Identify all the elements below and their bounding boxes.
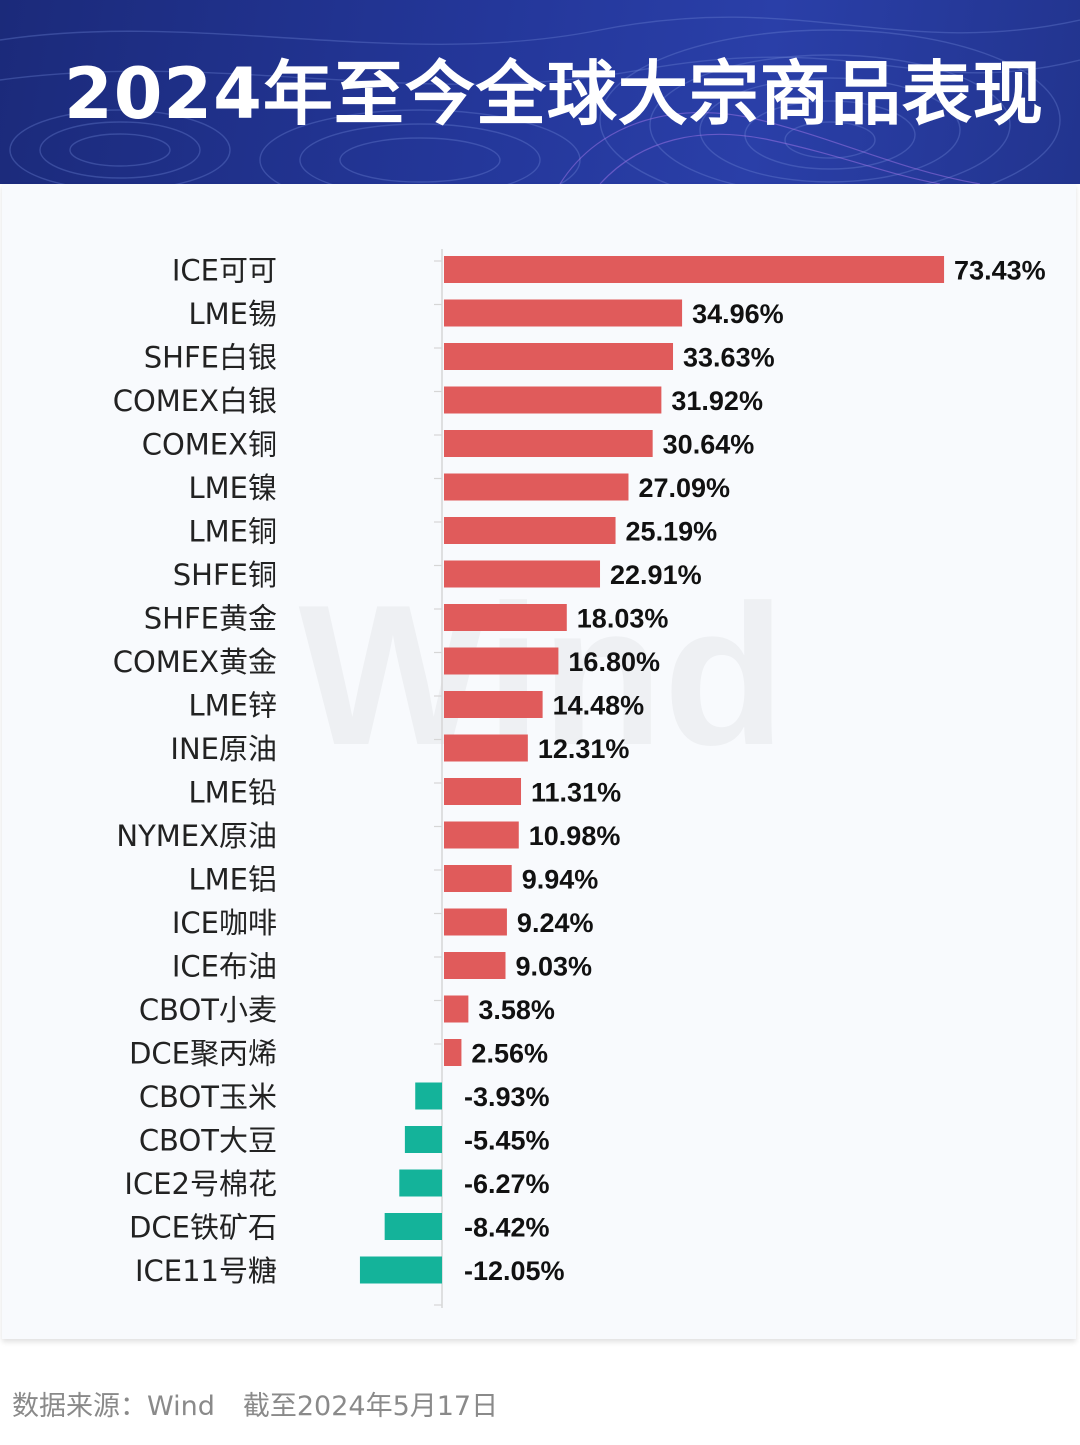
- data-label: 25.19%: [626, 517, 718, 547]
- category-label: ICE咖啡: [172, 906, 277, 940]
- category-label: ICE布油: [172, 950, 277, 984]
- data-label: -8.42%: [464, 1213, 550, 1243]
- data-label: -3.93%: [464, 1082, 550, 1112]
- data-label: 33.63%: [683, 343, 775, 373]
- bar: [444, 995, 469, 1023]
- data-label: 18.03%: [577, 604, 669, 634]
- category-label: SHFE铜: [173, 558, 277, 592]
- data-label: 12.31%: [538, 734, 630, 764]
- data-label: -6.27%: [464, 1169, 550, 1199]
- header-banner: 2024年至今全球大宗商品表现: [0, 0, 1080, 184]
- data-label: 30.64%: [663, 430, 755, 460]
- bar: [444, 778, 522, 805]
- data-label: 10.98%: [529, 821, 621, 851]
- bar: [444, 952, 506, 979]
- bar: [444, 691, 543, 718]
- bar: [444, 734, 528, 762]
- watermark: Wind: [299, 564, 786, 787]
- data-label: 9.94%: [522, 865, 599, 895]
- data-label: -12.05%: [464, 1256, 565, 1286]
- bar: [444, 386, 662, 414]
- category-label: ICE2号棉花: [124, 1167, 277, 1201]
- data-label: 9.24%: [517, 908, 594, 938]
- bar: [399, 1169, 442, 1197]
- data-label: 14.48%: [553, 691, 645, 721]
- topographic-pattern: [0, 16, 1080, 184]
- page-title: 2024年至今全球大宗商品表现: [64, 53, 1044, 135]
- bar: [444, 647, 559, 675]
- bar: [444, 604, 567, 631]
- bar: [444, 1039, 462, 1066]
- data-label: 16.80%: [568, 647, 660, 677]
- bar: [359, 1256, 442, 1284]
- footer: 数据来源：Wind 截至2024年5月17日: [12, 1384, 498, 1423]
- bar: [444, 299, 683, 327]
- bar: [444, 343, 674, 370]
- category-label: ICE可可: [172, 254, 277, 288]
- data-label: 31.92%: [671, 386, 763, 416]
- data-label: 9.03%: [515, 952, 592, 982]
- bar: [444, 821, 519, 849]
- category-label: COMEX黄金: [113, 645, 277, 679]
- category-label: LME铅: [188, 776, 277, 810]
- bar: [444, 517, 616, 544]
- date-note: 截至2024年5月17日: [242, 1391, 499, 1422]
- bar: [444, 865, 512, 892]
- data-label: 2.56%: [471, 1039, 548, 1069]
- category-label: COMEX铜: [142, 428, 277, 462]
- source-note: 数据来源：Wind: [12, 1391, 215, 1422]
- category-label: LME锌: [188, 689, 277, 723]
- category-label: LME铝: [188, 863, 277, 897]
- data-label: 22.91%: [610, 560, 702, 590]
- category-label: LME铜: [188, 515, 277, 549]
- data-label: 11.31%: [531, 778, 621, 808]
- category-label: CBOT玉米: [139, 1080, 277, 1114]
- bar: [444, 908, 507, 936]
- category-label: DCE铁矿石: [129, 1211, 277, 1245]
- category-label: DCE聚丙烯: [129, 1037, 277, 1071]
- bar: [384, 1213, 442, 1240]
- data-label: 27.09%: [638, 473, 730, 503]
- category-label: ICE11号糖: [135, 1254, 277, 1288]
- category-label: SHFE白银: [144, 341, 277, 375]
- bar: [415, 1082, 442, 1110]
- bar-chart: Wind ICE可可 73.43% LME锡 34.96% SHFE白银 33.63% COM…: [113, 249, 1046, 1308]
- bar: [444, 256, 945, 283]
- category-label: LME镍: [188, 471, 277, 505]
- bar: [404, 1126, 442, 1153]
- chart-panel: Wind ICE可可 73.43% LME锡 34.96% SHFE白银 33.63% COM…: [2, 184, 1076, 1339]
- bar: [444, 430, 653, 457]
- category-label: NYMEX原油: [116, 819, 277, 853]
- data-label: 73.43%: [954, 256, 1046, 286]
- bar: [444, 473, 629, 501]
- category-label: SHFE黄金: [144, 602, 277, 636]
- data-label: -5.45%: [464, 1126, 550, 1156]
- data-label: 3.58%: [478, 995, 555, 1025]
- bar: [444, 560, 601, 588]
- category-label: COMEX白银: [113, 384, 277, 418]
- category-label: INE原油: [170, 732, 277, 766]
- data-label: 34.96%: [692, 299, 784, 329]
- category-label: CBOT小麦: [139, 993, 277, 1027]
- category-label: CBOT大豆: [139, 1124, 277, 1158]
- category-label: LME锡: [188, 297, 277, 331]
